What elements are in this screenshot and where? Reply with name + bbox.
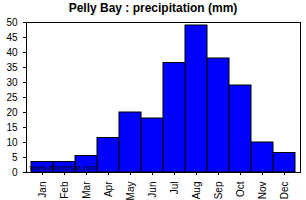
svg-text:Mar: Mar	[81, 181, 92, 199]
svg-text:Apr: Apr	[103, 181, 114, 197]
svg-text:Jul: Jul	[169, 182, 180, 195]
svg-text:Sep: Sep	[213, 181, 224, 199]
svg-text:Oct: Oct	[235, 181, 246, 197]
svg-text:www.allmetsat.com: www.allmetsat.com	[29, 163, 99, 172]
svg-text:10: 10	[6, 137, 18, 148]
svg-text:15: 15	[6, 122, 18, 133]
svg-text:Jun: Jun	[147, 182, 158, 198]
svg-text:20: 20	[6, 107, 18, 118]
svg-text:30: 30	[6, 77, 18, 88]
svg-text:Nov: Nov	[257, 182, 268, 200]
svg-text:Feb: Feb	[59, 181, 70, 199]
svg-text:Dec: Dec	[279, 182, 290, 200]
svg-text:40: 40	[6, 47, 18, 58]
svg-text:5: 5	[12, 152, 18, 163]
svg-text:35: 35	[6, 62, 18, 73]
html-text:Pelly Bay : precipitation (mm): Pelly Bay : precipitation (mm)	[68, 1, 238, 15]
svg-text:50: 50	[6, 17, 18, 28]
svg-text:Aug: Aug	[191, 182, 202, 200]
svg-text:May: May	[125, 182, 136, 200]
svg-text:0: 0	[12, 167, 18, 178]
svg-text:25: 25	[6, 92, 18, 103]
svg-text:45: 45	[6, 32, 18, 43]
svg-text:Jan: Jan	[37, 182, 48, 198]
